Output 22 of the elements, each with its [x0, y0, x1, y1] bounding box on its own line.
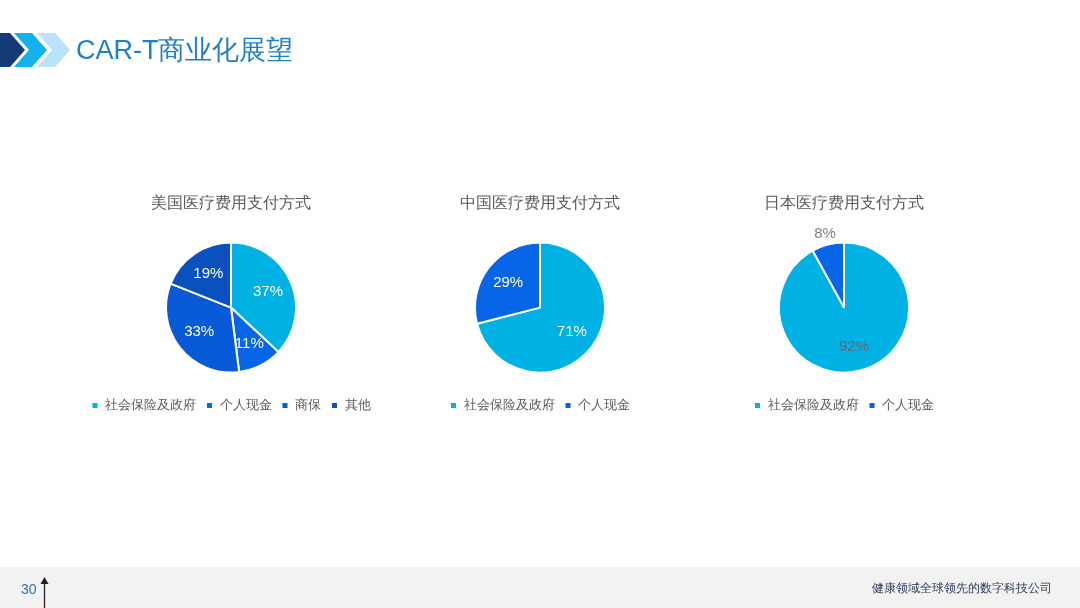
chart-title: 日本医疗费用支付方式	[764, 194, 924, 212]
legend-label: 个人现金	[578, 397, 630, 413]
text: CAR-T商业化展望	[76, 34, 294, 67]
chart-title: 中国医疗费用支付方式	[460, 194, 620, 212]
data-label: 92%	[839, 336, 870, 354]
text: 健康领域全球领先的数字科技公司	[872, 580, 1052, 596]
legend-label: 个人现金	[219, 397, 272, 413]
legend-label: 其他	[344, 397, 371, 413]
data-label: 11%	[234, 333, 264, 351]
chart-title: 美国医疗费用支付方式	[151, 194, 311, 212]
legend-label: 社会保险及政府	[105, 397, 196, 413]
data-label: 71%	[556, 322, 587, 340]
legend-label: 个人现金	[882, 397, 934, 413]
data-label: 37%	[252, 281, 283, 299]
data-label: 29%	[493, 273, 524, 291]
legend-label: 社会保险及政府	[767, 397, 859, 413]
legend-label: 社会保险及政府	[463, 397, 555, 413]
data-label: 33%	[184, 322, 215, 340]
legend-label: 商保	[295, 397, 321, 413]
data-label: 19%	[193, 264, 224, 282]
data-label: 8%	[814, 224, 836, 242]
text: 30	[21, 580, 37, 598]
